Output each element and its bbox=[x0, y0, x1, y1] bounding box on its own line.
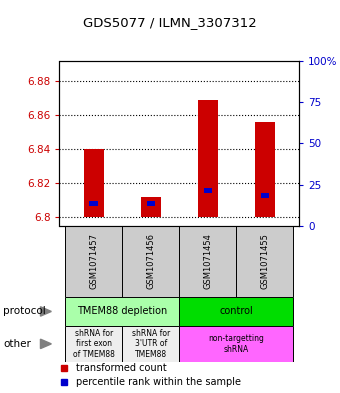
Text: GSM1071456: GSM1071456 bbox=[146, 233, 155, 289]
Text: GSM1071457: GSM1071457 bbox=[89, 233, 98, 289]
Bar bbox=[204, 188, 212, 193]
Bar bbox=[255, 122, 275, 217]
Polygon shape bbox=[40, 307, 51, 316]
Polygon shape bbox=[40, 339, 51, 349]
Bar bbox=[198, 100, 218, 217]
Text: shRNA for
3'UTR of
TMEM88: shRNA for 3'UTR of TMEM88 bbox=[132, 329, 170, 359]
Text: percentile rank within the sample: percentile rank within the sample bbox=[76, 377, 241, 387]
Text: other: other bbox=[3, 339, 31, 349]
Text: transformed count: transformed count bbox=[76, 364, 167, 373]
Bar bbox=[65, 326, 122, 362]
Text: GDS5077 / ILMN_3307312: GDS5077 / ILMN_3307312 bbox=[83, 16, 257, 29]
Text: GSM1071455: GSM1071455 bbox=[260, 233, 270, 289]
Text: control: control bbox=[220, 307, 253, 316]
Bar bbox=[89, 201, 98, 206]
Text: protocol: protocol bbox=[3, 307, 46, 316]
Bar bbox=[179, 226, 236, 297]
Bar bbox=[122, 326, 179, 362]
Bar bbox=[179, 326, 293, 362]
Bar bbox=[236, 226, 293, 297]
Bar bbox=[141, 197, 161, 217]
Bar bbox=[84, 149, 104, 217]
Bar bbox=[179, 297, 293, 326]
Bar bbox=[147, 201, 155, 206]
Text: GSM1071454: GSM1071454 bbox=[203, 233, 212, 289]
Text: non-targetting
shRNA: non-targetting shRNA bbox=[208, 334, 265, 354]
Bar bbox=[122, 226, 179, 297]
Bar bbox=[65, 297, 179, 326]
Text: TMEM88 depletion: TMEM88 depletion bbox=[77, 307, 167, 316]
Bar bbox=[261, 193, 269, 198]
Text: shRNA for
first exon
of TMEM88: shRNA for first exon of TMEM88 bbox=[73, 329, 115, 359]
Bar bbox=[65, 226, 122, 297]
